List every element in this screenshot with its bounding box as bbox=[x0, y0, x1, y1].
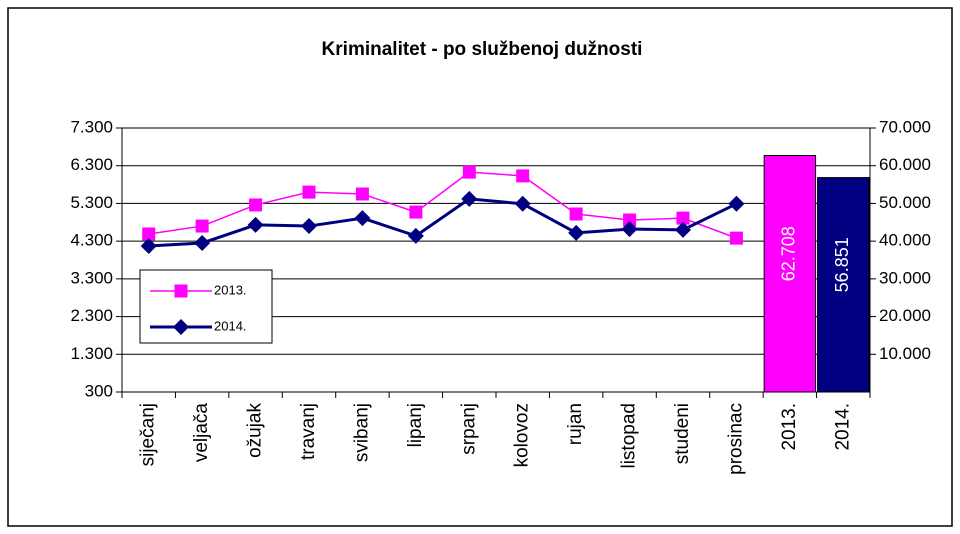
marker bbox=[568, 224, 585, 241]
x-tick-label: listopad bbox=[619, 403, 640, 469]
x-tick-label: rujan bbox=[565, 403, 586, 445]
legend-label: 2013. bbox=[214, 282, 247, 297]
x-tick-label: travanj bbox=[298, 403, 319, 460]
y2-tick-label: 60.000 bbox=[879, 155, 931, 174]
x-tick-label: kolovoz bbox=[512, 403, 533, 467]
y-tick-label: 5.300 bbox=[70, 193, 113, 212]
y-tick-label: 2.300 bbox=[70, 306, 113, 325]
y-tick-label: 7.300 bbox=[70, 117, 113, 136]
marker bbox=[142, 227, 156, 241]
marker bbox=[355, 187, 369, 201]
marker bbox=[302, 185, 316, 199]
legend-box bbox=[139, 269, 273, 344]
marker bbox=[194, 235, 211, 252]
x-tick-label: prosinac bbox=[725, 403, 746, 475]
x-tick-label: srpanj bbox=[458, 403, 479, 455]
marker bbox=[516, 169, 530, 183]
y-tick-label: 4.300 bbox=[70, 231, 113, 250]
x-tick-label: veljača bbox=[191, 403, 212, 463]
x-tick-label: lipanj bbox=[405, 403, 426, 447]
chart-title: Kriminalitet - po službenoj dužnosti bbox=[322, 39, 643, 60]
marker bbox=[407, 227, 424, 244]
y-tick-label: 1.300 bbox=[70, 344, 113, 363]
y-tick-label: 3.300 bbox=[70, 268, 113, 287]
marker bbox=[514, 195, 531, 212]
legend-marker bbox=[174, 284, 188, 298]
marker bbox=[621, 221, 638, 238]
marker bbox=[247, 216, 264, 233]
x-tick-label: ožujak bbox=[245, 403, 266, 458]
y2-tick-label: 70.000 bbox=[879, 117, 931, 136]
x-tick-label: siječanj bbox=[138, 403, 159, 466]
marker bbox=[195, 219, 209, 233]
marker bbox=[462, 165, 476, 179]
marker bbox=[249, 198, 263, 212]
marker bbox=[140, 238, 157, 255]
marker bbox=[301, 218, 317, 235]
marker bbox=[461, 190, 478, 207]
marker bbox=[675, 221, 691, 238]
marker bbox=[623, 213, 637, 227]
marker bbox=[409, 205, 423, 219]
x-tick-label: svibanj bbox=[351, 403, 372, 462]
marker bbox=[354, 210, 371, 227]
y2-tick-label: 40.000 bbox=[879, 231, 931, 250]
marker bbox=[728, 195, 745, 212]
x-tick-label: studeni bbox=[672, 403, 693, 464]
bar bbox=[763, 155, 817, 393]
y2-tick-label: 10.000 bbox=[879, 344, 931, 363]
y-tick-label: 300 bbox=[85, 381, 113, 400]
line bbox=[148, 171, 737, 239]
bar bbox=[817, 177, 870, 393]
x-tick-label: 2014. bbox=[832, 403, 853, 451]
x-tick-label: 2013. bbox=[779, 403, 800, 451]
y2-tick-label: 20.000 bbox=[879, 306, 931, 325]
bar-label: 62.708 bbox=[779, 226, 799, 281]
legend-marker bbox=[173, 319, 189, 335]
marker bbox=[729, 231, 743, 245]
legend-label: 2014. bbox=[214, 318, 247, 333]
y-tick-label: 6.300 bbox=[70, 155, 113, 174]
line bbox=[148, 197, 738, 248]
y2-tick-label: 50.000 bbox=[879, 193, 931, 212]
marker bbox=[676, 211, 690, 225]
marker bbox=[569, 207, 583, 221]
y2-tick-label: 30.000 bbox=[879, 268, 931, 287]
bar-label: 56.851 bbox=[832, 237, 852, 292]
